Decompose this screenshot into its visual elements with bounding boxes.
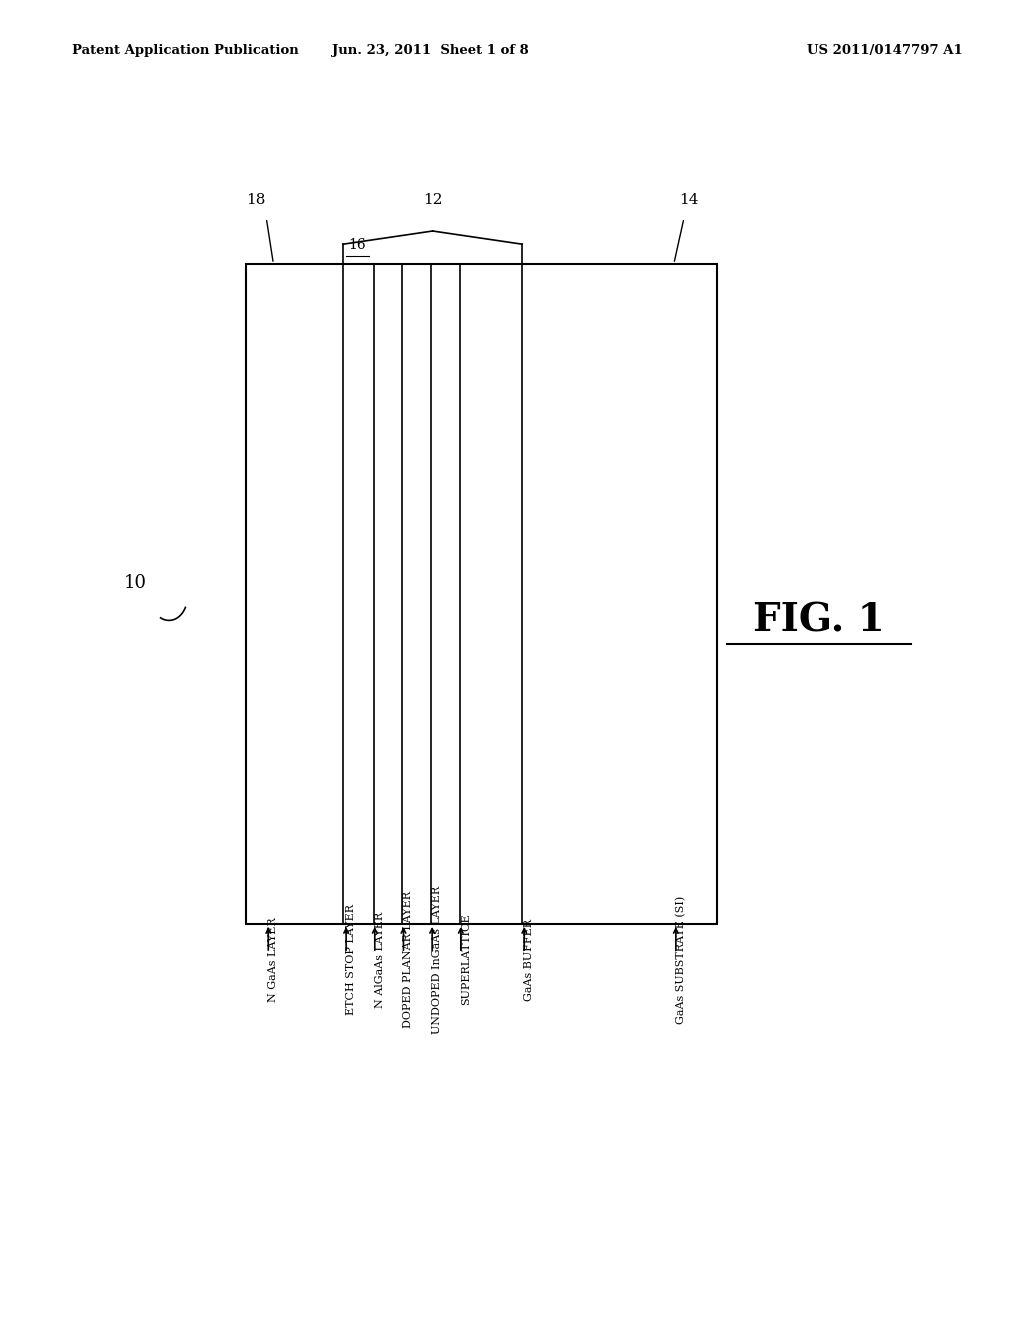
Text: 16: 16 [348, 238, 366, 252]
Text: GaAs BUFFER: GaAs BUFFER [524, 919, 535, 1001]
Text: 10: 10 [124, 574, 146, 593]
Text: FIG. 1: FIG. 1 [754, 602, 885, 639]
Text: N GaAs LAYER: N GaAs LAYER [268, 917, 279, 1002]
Text: US 2011/0147797 A1: US 2011/0147797 A1 [807, 44, 963, 57]
Text: 18: 18 [247, 193, 265, 207]
Text: Patent Application Publication: Patent Application Publication [72, 44, 298, 57]
Text: 12: 12 [423, 193, 442, 207]
Text: GaAs SUBSTRATE (SI): GaAs SUBSTRATE (SI) [676, 895, 686, 1024]
Text: DOPED PLANAR LAYER: DOPED PLANAR LAYER [403, 891, 414, 1028]
Text: SUPERLATTICE: SUPERLATTICE [461, 913, 471, 1006]
Text: Jun. 23, 2011  Sheet 1 of 8: Jun. 23, 2011 Sheet 1 of 8 [332, 44, 528, 57]
Bar [246, 264, 717, 924]
Text: 14: 14 [679, 193, 699, 207]
Text: ETCH STOP LAYER: ETCH STOP LAYER [346, 904, 356, 1015]
Text: N AlGaAs LAYER: N AlGaAs LAYER [375, 912, 385, 1007]
Text: UNDOPED InGaAs LAYER: UNDOPED InGaAs LAYER [432, 886, 442, 1034]
